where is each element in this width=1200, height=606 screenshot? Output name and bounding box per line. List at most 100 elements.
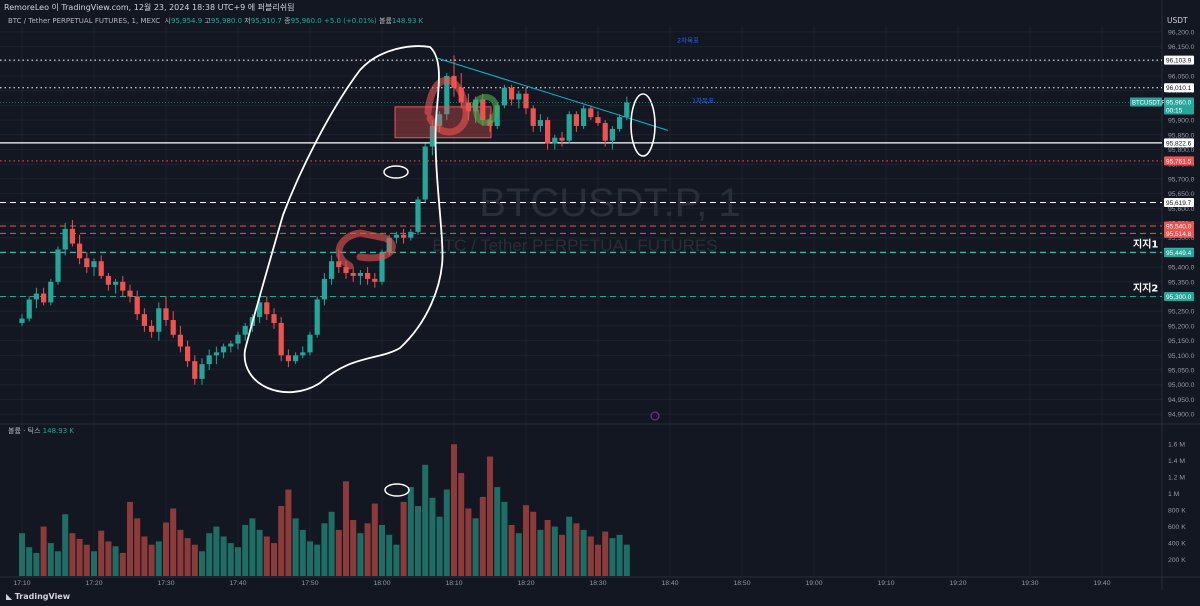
candle-body xyxy=(156,308,162,332)
trendline[interactable] xyxy=(437,57,669,131)
candle-body xyxy=(69,228,75,244)
price-level-tag[interactable] xyxy=(1164,228,1194,238)
volume-bar xyxy=(112,546,119,576)
price-axis[interactable]: 96,200.096,150.096,100.096,050.096,000.0… xyxy=(0,29,1195,564)
candle-body xyxy=(62,228,68,250)
red-scribble[interactable] xyxy=(335,229,396,270)
price-level-tag[interactable] xyxy=(1164,138,1194,148)
candle-body xyxy=(120,281,126,291)
volume-legend-label[interactable]: 볼륨 · 틱스 xyxy=(8,427,41,435)
price-tick-label: 95,600.0 xyxy=(1168,206,1195,213)
volume-bar xyxy=(83,544,90,576)
trendline-segment[interactable] xyxy=(437,57,669,131)
time-axis[interactable]: 17:10 17:20 17:30 17:40 17:50 18:00 18:10 18:20… xyxy=(13,580,1110,587)
candle-body xyxy=(415,199,421,232)
red-scribble[interactable] xyxy=(424,76,470,136)
small-circle[interactable] xyxy=(384,483,410,497)
candle-body xyxy=(113,281,119,285)
alert-marker-icon[interactable] xyxy=(650,411,660,421)
candle-body xyxy=(422,146,428,200)
lasso-circle[interactable] xyxy=(243,45,444,393)
volume-bar xyxy=(494,487,501,576)
publish-info: RemoreLeo 이 TradingView.com, 12월 23, 202… xyxy=(4,3,295,12)
candle-body xyxy=(77,243,83,259)
candle-body xyxy=(566,114,572,141)
currency-label[interactable]: USDT xyxy=(1167,16,1188,25)
green-scribble[interactable] xyxy=(471,94,500,126)
price-level-tag[interactable] xyxy=(1164,83,1194,93)
small-circle[interactable] xyxy=(383,165,409,179)
price-tick-label: 95,150.0 xyxy=(1168,338,1195,345)
candle-body xyxy=(609,128,615,141)
volume-bar xyxy=(40,526,47,576)
price-tick-label: 94,900.0 xyxy=(1168,412,1195,419)
volume-bar xyxy=(155,541,162,576)
volume-bar xyxy=(595,544,601,576)
candle-body xyxy=(501,87,507,106)
price-level-tag-label: 95,540.0 xyxy=(1166,223,1192,230)
price-level-tag[interactable] xyxy=(1164,221,1194,231)
volume-bar xyxy=(609,538,616,576)
symbol-tag[interactable] xyxy=(1130,97,1162,107)
volume-bar xyxy=(350,520,357,576)
small-circle[interactable] xyxy=(630,93,656,157)
candle-body xyxy=(537,120,543,126)
time-tick-label: 19:10 xyxy=(877,580,894,587)
volume-bar xyxy=(235,547,241,576)
volume-bar xyxy=(379,524,385,576)
price-level-tag[interactable] xyxy=(1164,248,1194,258)
candle-body xyxy=(84,258,90,268)
time-tick-label: 17:10 xyxy=(13,580,30,587)
price-level-tag[interactable] xyxy=(1164,55,1194,65)
candle-body xyxy=(300,352,306,356)
time-tick-label: 18:00 xyxy=(373,580,390,587)
price-tick-label: 95,250.0 xyxy=(1168,309,1195,316)
candle-body xyxy=(285,355,291,362)
volume-bar xyxy=(227,543,234,576)
price-level-tag-label: 96,010.1 xyxy=(1166,85,1192,92)
volume-bar xyxy=(566,516,573,576)
candle-body xyxy=(213,352,219,356)
volume-bar xyxy=(487,456,493,576)
horizontal-levels[interactable] xyxy=(0,59,1162,298)
price-level-tag-label: 95,449.4 xyxy=(1166,250,1192,257)
candle-body xyxy=(365,272,371,279)
price-level-tag[interactable] xyxy=(1164,198,1194,208)
time-tick-label: 17:50 xyxy=(301,580,318,587)
brand-name: TradingView xyxy=(14,592,71,601)
candle-body xyxy=(185,346,191,362)
candle-body xyxy=(329,261,335,279)
candle-body xyxy=(624,102,630,118)
price-level-tag[interactable] xyxy=(1164,292,1194,302)
price-tick-label: 95,850.0 xyxy=(1168,132,1195,139)
footer-brand: ◣ TradingView xyxy=(6,592,70,601)
volume-bar xyxy=(429,497,436,576)
freehand-drawings[interactable] xyxy=(243,45,660,497)
volume-bar xyxy=(458,473,465,576)
current-price-tag[interactable] xyxy=(1164,97,1194,115)
price-level-tag[interactable] xyxy=(1164,156,1194,166)
volume-bar xyxy=(263,536,270,576)
volume-bar xyxy=(530,511,537,576)
volume-bar xyxy=(199,551,205,576)
volume-bar xyxy=(501,501,508,576)
legend-symbol[interactable]: BTC / Tether PERPETUAL FUTURES, 1, MEXC xyxy=(8,17,161,25)
candle-body xyxy=(545,120,551,144)
volume-bar xyxy=(206,533,213,576)
candle-body xyxy=(141,314,147,326)
volume-bar xyxy=(163,522,169,576)
volume-bar xyxy=(33,552,40,576)
tradingview-logo-icon: ◣ xyxy=(6,592,13,601)
candle-body xyxy=(257,302,263,318)
volume-bar xyxy=(134,518,141,576)
volume-bar xyxy=(364,523,371,576)
volume-tick-label: 1 M xyxy=(1168,491,1180,498)
volume-legend: 볼륨 · 틱스 148.93 K xyxy=(8,426,74,436)
volume-bar xyxy=(220,536,227,576)
candle-body xyxy=(170,320,176,335)
volume-bar xyxy=(69,533,76,576)
candle-body xyxy=(228,343,234,347)
volume-bar xyxy=(573,523,580,576)
candle-body xyxy=(444,75,450,115)
